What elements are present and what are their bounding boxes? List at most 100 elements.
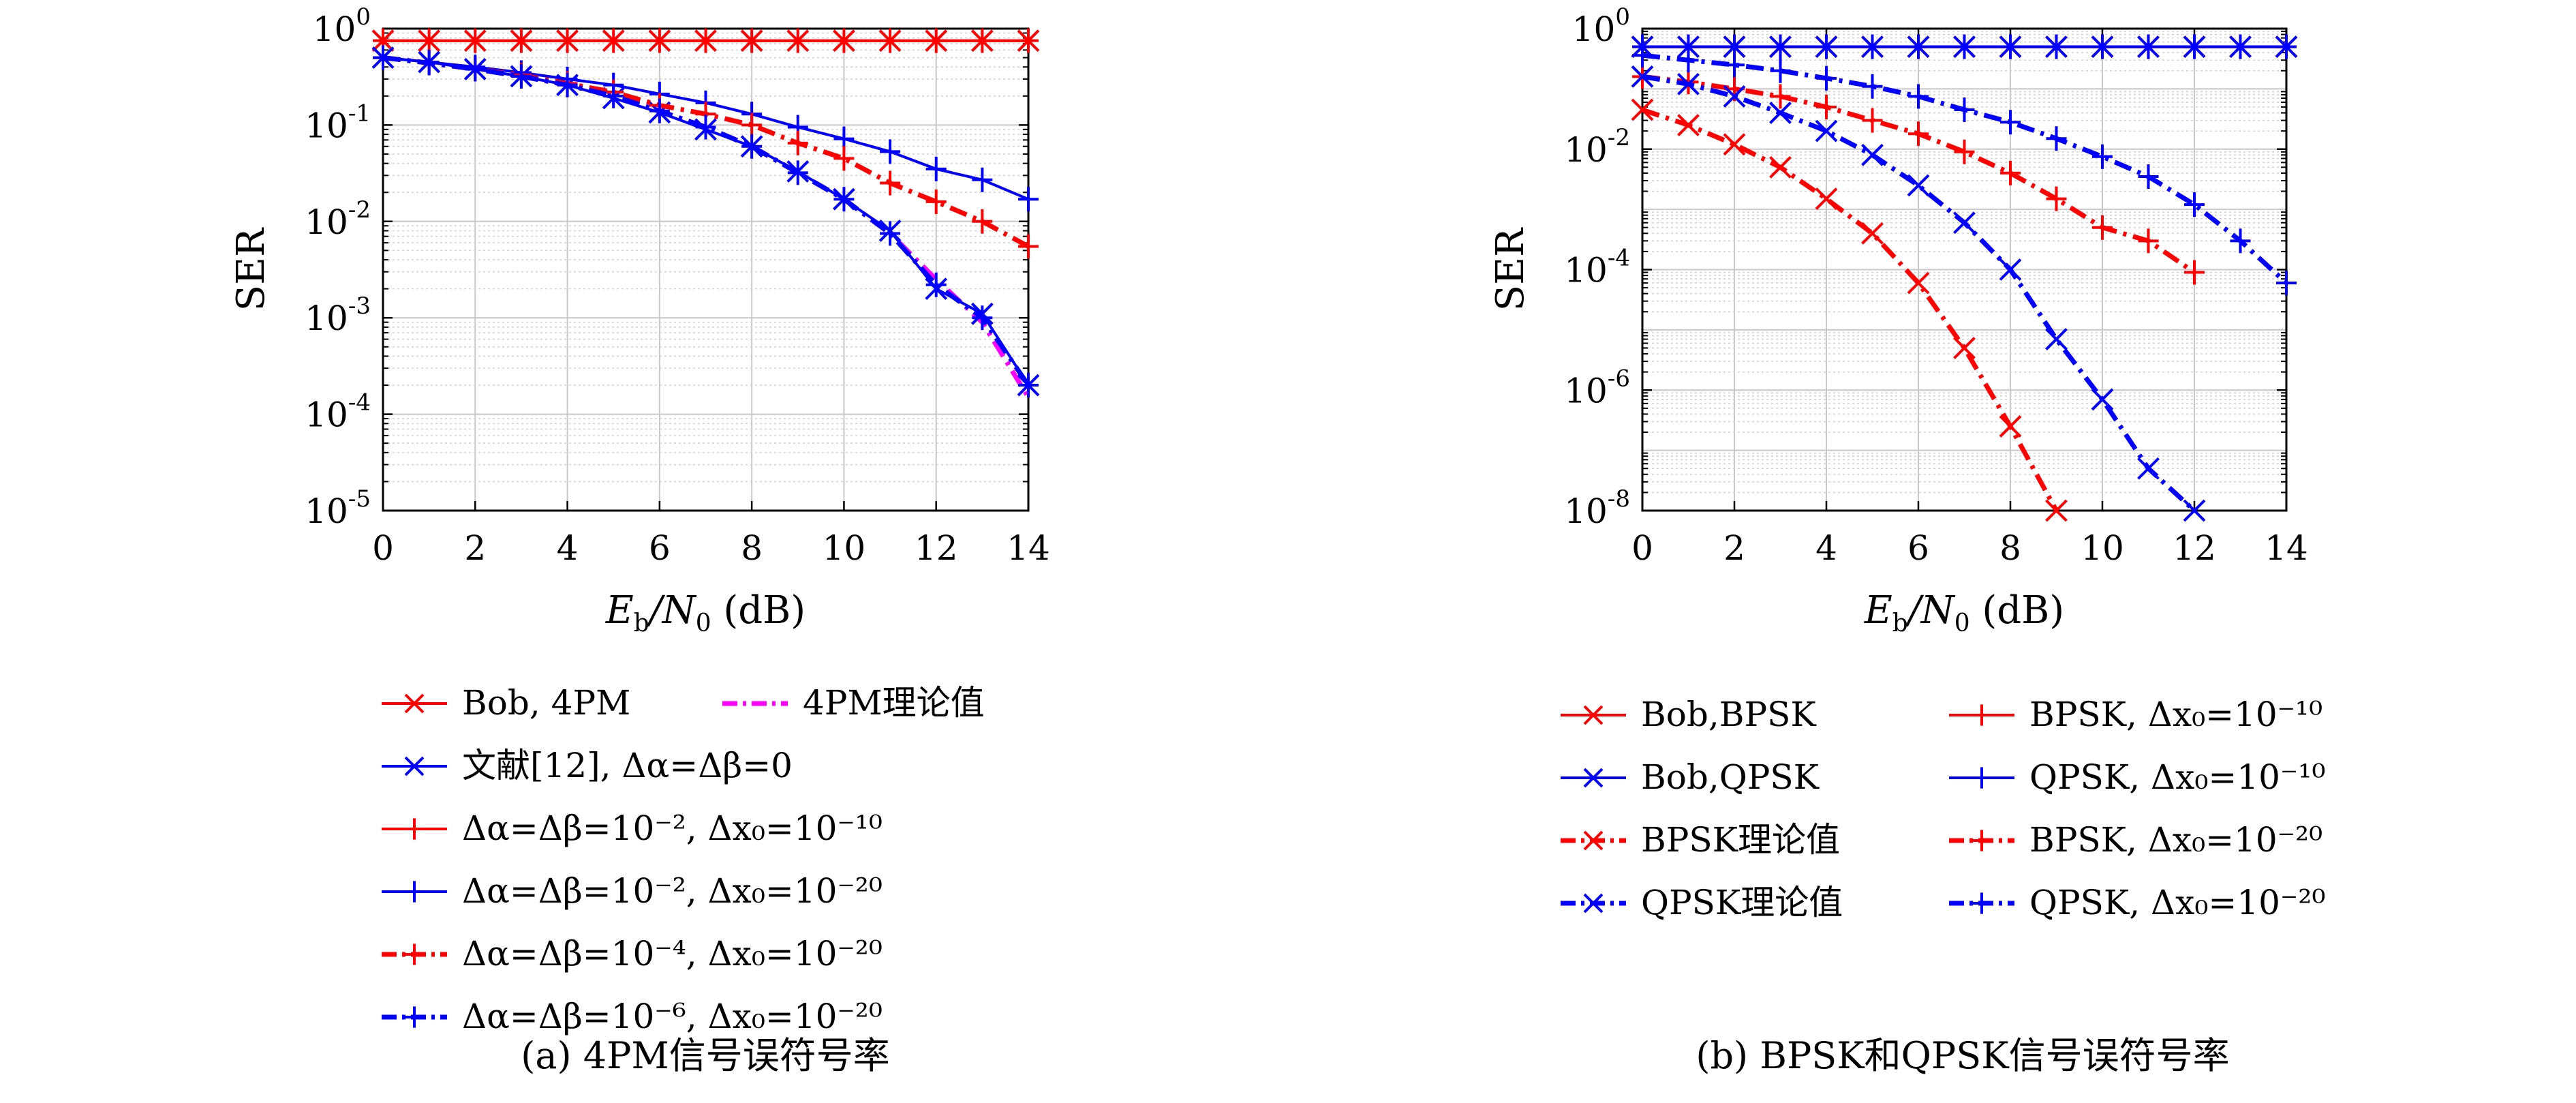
data-point [603, 28, 624, 53]
data-point [1816, 34, 1837, 59]
data-point [972, 305, 993, 331]
legend-item: Bob,BPSK [1561, 695, 1817, 734]
y-tick-base: 10 [1564, 130, 1608, 170]
legend-item: BPSK, Δx₀=10⁻²⁰ [1949, 820, 2322, 860]
chart-panel-a: 0 2 4 6 8 10 12 1410010-110-210-310-410-5SEREb/… [229, 3, 1050, 1077]
data-point [2230, 228, 2251, 254]
data-point [972, 28, 993, 53]
legend-marker [1973, 704, 1991, 726]
data-point [510, 63, 532, 89]
data-point [833, 28, 855, 53]
legend: Bob,BPSK BPSK, Δx₀=10⁻¹⁰ Bob,QPSK QPSK, Δx₀… [1561, 695, 2325, 922]
data-point [2183, 499, 2206, 522]
marker-stroke [1583, 893, 1604, 913]
y-tick-exponent: -8 [1608, 485, 1630, 513]
legend-label: Δα=Δβ=10⁻², Δx₀=10⁻²⁰ [462, 871, 883, 911]
legend-item: Δα=Δβ=10⁻⁶, Δx₀=10⁻²⁰ [382, 997, 883, 1036]
data-point [1677, 72, 1700, 95]
data-point [787, 28, 808, 53]
legend-item: 文献[12], Δα=Δβ=0 [382, 746, 793, 785]
marker-stroke [1907, 271, 1930, 294]
data-point [2138, 34, 2159, 59]
data-point [1907, 271, 1930, 294]
marker-stroke [1769, 102, 1792, 124]
x-axis-label-part: /N [1905, 588, 1956, 633]
data-point [2091, 388, 2114, 411]
legend-item: QPSK, Δx₀=10⁻²⁰ [1949, 883, 2325, 922]
y-tick-exponent: -5 [348, 485, 371, 513]
x-axis-label-part: (dB) [711, 588, 806, 633]
marker-stroke [1999, 258, 2022, 281]
data-point [1632, 43, 1653, 68]
x-tick-label: 8 [1999, 528, 2021, 568]
marker-stroke [2091, 388, 2114, 411]
legend-marker [405, 943, 423, 965]
y-tick-exponent: -6 [1608, 365, 1630, 392]
marker-stroke [1861, 143, 1884, 166]
x-axis-label-part: E [605, 588, 634, 633]
legend-marker [1583, 893, 1604, 913]
series-7 [1632, 43, 2297, 296]
series-line [382, 55, 1030, 249]
marker-stroke [1861, 222, 1884, 245]
y-tick-exponent: -2 [348, 196, 371, 224]
legend-marker [1973, 767, 1991, 789]
data-point [465, 28, 486, 53]
x-tick-label: 0 [372, 528, 394, 568]
data-point [2276, 271, 2297, 296]
y-tick-label: 10-4 [305, 389, 371, 435]
x-axis-label-part: (dB) [1970, 588, 2065, 633]
data-point [1018, 28, 1039, 53]
x-tick-label: 6 [649, 528, 671, 568]
y-tick-base: 10 [313, 10, 356, 49]
legend-marker [404, 693, 425, 714]
data-point [787, 160, 808, 185]
data-point [649, 28, 670, 53]
data-point [1908, 34, 1929, 59]
legend-label: QPSK, Δx₀=10⁻¹⁰ [2029, 757, 2325, 797]
x-tick-label: 12 [2173, 528, 2216, 568]
legend-marker [1583, 830, 1604, 851]
legend-label: 文献[12], Δα=Δβ=0 [462, 746, 793, 785]
legend-marker [405, 881, 423, 903]
x-axis-label: Eb/N0 (dB) [1864, 588, 2064, 637]
series-4 [1631, 98, 2068, 522]
data-point [1862, 34, 1883, 59]
y-tick-base: 10 [305, 106, 348, 145]
legend-item: Bob, 4PM [382, 683, 630, 723]
y-tick-label: 10-6 [1564, 365, 1630, 410]
data-point [1815, 187, 1838, 210]
data-point [1816, 65, 1837, 91]
data-point [1018, 187, 1039, 212]
marker-stroke [1677, 114, 1700, 136]
data-point [2046, 186, 2067, 211]
legend-label: QPSK理论值 [1641, 883, 1843, 922]
data-point [2092, 215, 2113, 240]
data-point [1908, 121, 1929, 147]
data-point [1770, 58, 1791, 83]
data-point [373, 45, 393, 70]
data-point [1769, 155, 1792, 179]
data-point [2046, 34, 2067, 59]
y-tick-label: 100 [313, 3, 371, 49]
legend-label: Bob,BPSK [1641, 695, 1817, 734]
data-point [510, 28, 532, 53]
data-point [1678, 48, 1699, 73]
data-point [695, 115, 716, 140]
y-tick-label: 10-2 [1564, 124, 1630, 170]
data-point [1723, 133, 1746, 156]
y-tick-label: 10-5 [305, 485, 371, 531]
data-point [465, 57, 486, 82]
series-5 [1632, 64, 2205, 285]
y-tick-base: 10 [305, 492, 348, 531]
data-point [925, 156, 947, 181]
data-point [1677, 114, 1700, 136]
y-tick-exponent: -2 [1608, 124, 1630, 151]
data-point [418, 28, 440, 53]
data-point [2138, 228, 2159, 254]
legend-marker [404, 756, 425, 776]
x-tick-label: 0 [1631, 528, 1653, 568]
x-axis-label-part: b [1892, 609, 1908, 637]
data-point [880, 28, 901, 53]
